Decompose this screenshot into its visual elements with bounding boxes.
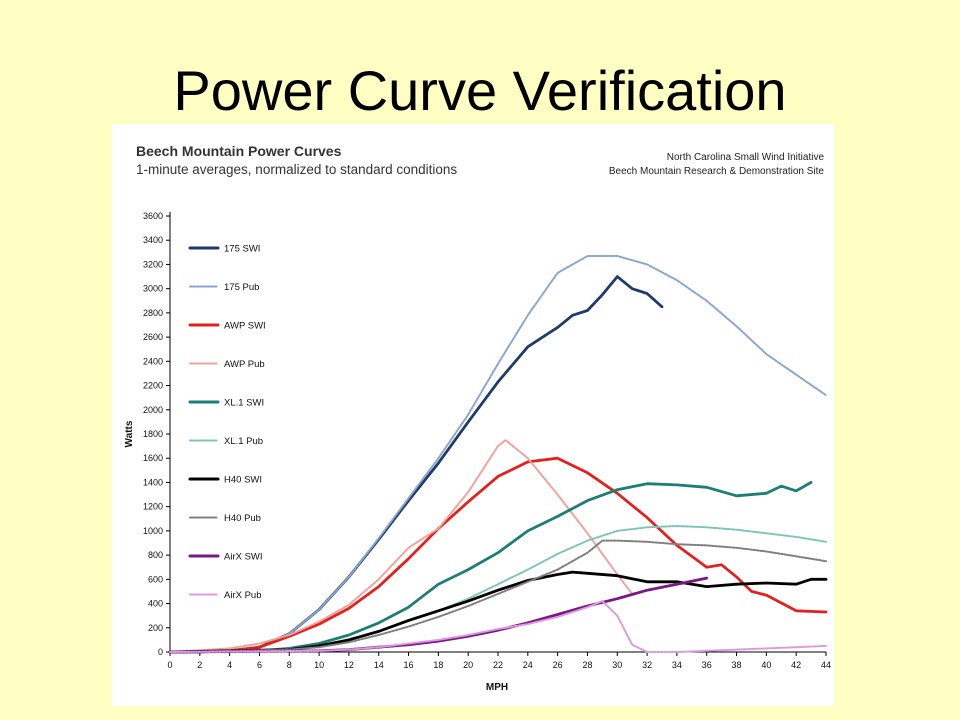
series-line-175-pub: [169, 255, 827, 653]
y-tick-label: 3600: [143, 211, 163, 221]
legend-label-h40-pub: H40 Pub: [224, 513, 261, 524]
x-tick-label: 30: [612, 660, 622, 670]
x-tick-label: 42: [791, 660, 801, 670]
chart-legend: 175 SWI 175 Pub AWP SWI AWP Pub XL.1 SWI XL.1…: [188, 244, 266, 601]
y-tick-label: 400: [148, 599, 163, 609]
x-tick-label: 2: [197, 660, 202, 670]
x-tick-label: 6: [257, 660, 262, 670]
x-tick-label: 32: [642, 660, 652, 670]
x-tick-label: 44: [821, 660, 831, 670]
legend-label-175-swi: 175 SWI: [224, 244, 260, 255]
x-tick-label: 8: [287, 660, 292, 670]
y-tick-label: 2600: [143, 332, 163, 342]
y-tick-label: 1200: [143, 502, 163, 512]
x-tick-label: 28: [582, 660, 592, 670]
x-tick-label: 26: [553, 660, 563, 670]
legend-label-awp-pub: AWP Pub: [224, 359, 265, 370]
legend-label-h40-swi: H40 SWI: [224, 475, 262, 486]
legend-label-175-pub: 175 Pub: [224, 282, 259, 293]
chart-axes: 0200400600800100012001400160018002000220…: [143, 211, 831, 670]
x-tick-label: 38: [732, 660, 742, 670]
chart-series-lines: [168, 255, 828, 654]
series-line-airx-pub: [169, 600, 827, 653]
x-tick-label: 16: [404, 660, 414, 670]
x-tick-label: 4: [227, 660, 232, 670]
x-tick-label: 36: [702, 660, 712, 670]
power-curve-chart: Beech Mountain Power Curves 1-minute ave…: [124, 143, 831, 693]
chart-panel: Beech Mountain Power Curves 1-minute ave…: [112, 124, 834, 706]
legend-label-airx-pub: AirX Pub: [224, 590, 262, 601]
chart-source-line-1: North Carolina Small Wind Initiative: [667, 152, 825, 163]
series-line-xl-1-swi: [168, 481, 813, 654]
series-line-h40-pub: [169, 539, 827, 653]
y-axis-label: Watts: [124, 420, 135, 447]
y-tick-label: 0: [158, 647, 163, 657]
y-tick-label: 200: [148, 623, 163, 633]
y-tick-label: 2200: [143, 381, 163, 391]
x-tick-label: 20: [463, 660, 473, 670]
x-tick-label: 22: [493, 660, 503, 670]
series-line-awp-swi: [168, 456, 828, 654]
x-tick-label: 0: [167, 660, 172, 670]
legend-label-xl-1-swi: XL.1 SWI: [224, 398, 264, 409]
x-axis-label: MPH: [486, 682, 508, 693]
y-tick-label: 2800: [143, 308, 163, 318]
y-tick-label: 3000: [143, 284, 163, 294]
y-tick-label: 3400: [143, 235, 163, 245]
y-tick-label: 600: [148, 574, 163, 584]
y-tick-label: 1800: [143, 429, 163, 439]
x-tick-label: 14: [374, 660, 384, 670]
y-tick-label: 2000: [143, 405, 163, 415]
y-tick-label: 2400: [143, 356, 163, 366]
y-tick-label: 800: [148, 550, 163, 560]
x-tick-label: 24: [523, 660, 533, 670]
y-tick-label: 1600: [143, 453, 163, 463]
y-tick-label: 1400: [143, 477, 163, 487]
slide-title: Power Curve Verification: [173, 59, 787, 122]
y-tick-label: 3200: [143, 259, 163, 269]
chart-title: Beech Mountain Power Curves: [136, 143, 342, 159]
chart-source-line-2: Beech Mountain Research & Demonstration …: [609, 166, 825, 177]
legend-label-xl-1-pub: XL.1 Pub: [224, 436, 263, 447]
legend-label-awp-swi: AWP SWI: [224, 321, 266, 332]
x-tick-label: 40: [761, 660, 771, 670]
x-tick-label: 12: [344, 660, 354, 670]
series-line-awp-pub: [169, 439, 634, 653]
x-tick-label: 10: [314, 660, 324, 670]
x-tick-label: 18: [433, 660, 443, 670]
chart-subtitle: 1-minute averages, normalized to standar…: [136, 162, 457, 177]
series-line-h40-swi: [168, 570, 828, 654]
legend-label-airx-swi: AirX SWI: [224, 552, 263, 563]
x-tick-label: 34: [672, 660, 682, 670]
y-tick-label: 1000: [143, 526, 163, 536]
